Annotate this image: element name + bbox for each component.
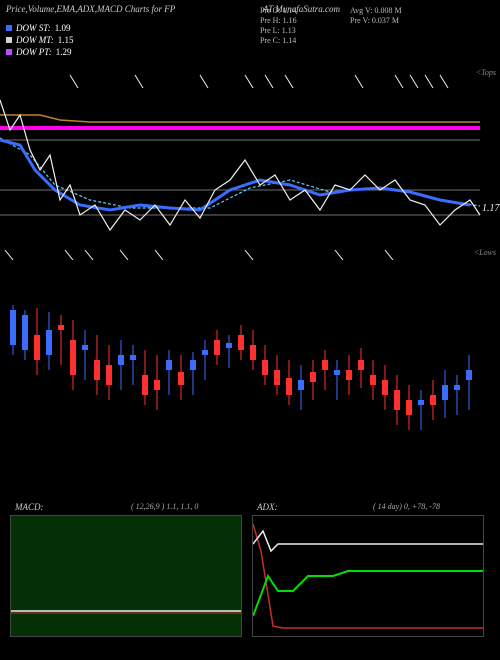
- prev-open: Pre O: 1.14: [260, 6, 297, 16]
- macd-panel: MACD: ( 12,26,9 ) 1.1, 1.1, 0: [10, 515, 242, 637]
- svg-text:1.17: 1.17: [482, 203, 500, 214]
- indicator-row: MACD: ( 12,26,9 ) 1.1, 1.1, 0 ADX: ( 14 …: [10, 515, 490, 645]
- ohlc-stats: Pre O: 1.14 Pre H: 1.16 Pre L: 1.13 Pre …: [260, 6, 297, 46]
- candle-chart: [0, 300, 500, 460]
- dow-label: DOW PT:: [16, 46, 52, 58]
- adx-label: ADX:: [257, 502, 278, 512]
- lows-tag: <Lows: [474, 248, 496, 257]
- macd-label: MACD:: [15, 502, 44, 512]
- chart-header: Price,Volume,EMA,ADX,MACD Charts for FP …: [0, 4, 500, 20]
- avg-vol: Avg V: 0.008 M: [350, 6, 402, 16]
- prev-high: Pre H: 1.16: [260, 16, 297, 26]
- prev-vol: Pre V: 0.037 M: [350, 16, 402, 26]
- color-swatch-icon: [6, 49, 12, 55]
- adx-panel: ADX: ( 14 day) 0, +78, -78: [252, 515, 484, 637]
- prev-low: Pre L: 1.13: [260, 26, 297, 36]
- dow-value: 1.29: [56, 46, 72, 58]
- volume-stats: Avg V: 0.008 M Pre V: 0.037 M: [350, 6, 402, 26]
- price-chart: 1.17 <Tops <Lows: [0, 60, 500, 300]
- prev-close: Pre C: 1.14: [260, 36, 297, 46]
- dow-legend: DOW ST: 1.09DOW MT: 1.15 DOW PT: 1.29: [6, 22, 74, 58]
- dow-legend-item: DOW MT: 1.15: [6, 34, 74, 46]
- color-swatch-icon: [6, 37, 12, 43]
- color-swatch-icon: [6, 25, 12, 31]
- dow-value: 1.15: [58, 34, 74, 46]
- tops-tag: <Tops: [476, 68, 496, 77]
- dow-legend-item: DOW PT: 1.29: [6, 46, 74, 58]
- adx-params: ( 14 day) 0, +78, -78: [373, 502, 440, 511]
- dow-legend-item: DOW ST: 1.09: [6, 22, 74, 34]
- title-left: Price,Volume,EMA,ADX,MACD Charts for FP: [6, 4, 175, 14]
- macd-params: ( 12,26,9 ) 1.1, 1.1, 0: [131, 502, 198, 511]
- dow-value: 1.09: [55, 22, 71, 34]
- dow-label: DOW ST:: [16, 22, 51, 34]
- dow-label: DOW MT:: [16, 34, 54, 46]
